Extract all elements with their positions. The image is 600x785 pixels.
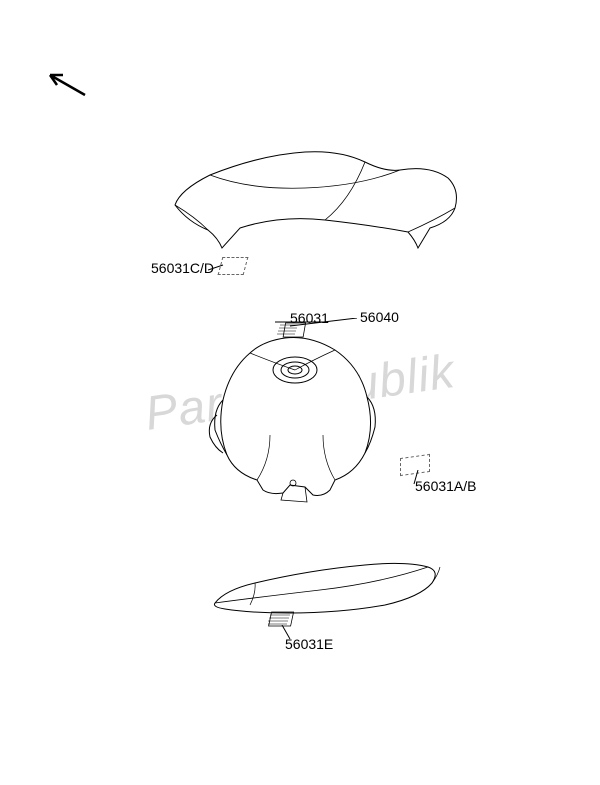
arrow-indicator-icon xyxy=(35,65,95,105)
seat-label: 56031C/D xyxy=(151,260,214,276)
seat-label-box xyxy=(218,257,249,275)
tank-side-label: 56031A/B xyxy=(415,478,477,494)
seat-part xyxy=(150,120,470,260)
tank-side-label-box xyxy=(400,454,430,476)
rear-cover-part xyxy=(200,555,450,625)
rear-cover-label: 56031E xyxy=(285,636,333,652)
parts-diagram: 56031C/D 56031 56040 xyxy=(0,0,600,785)
fuel-tank-part xyxy=(195,315,395,505)
rear-cover-label-patch xyxy=(268,610,298,630)
tank-top-right-label: 56040 xyxy=(360,309,399,325)
tank-top-left-label: 56031 xyxy=(290,310,329,326)
